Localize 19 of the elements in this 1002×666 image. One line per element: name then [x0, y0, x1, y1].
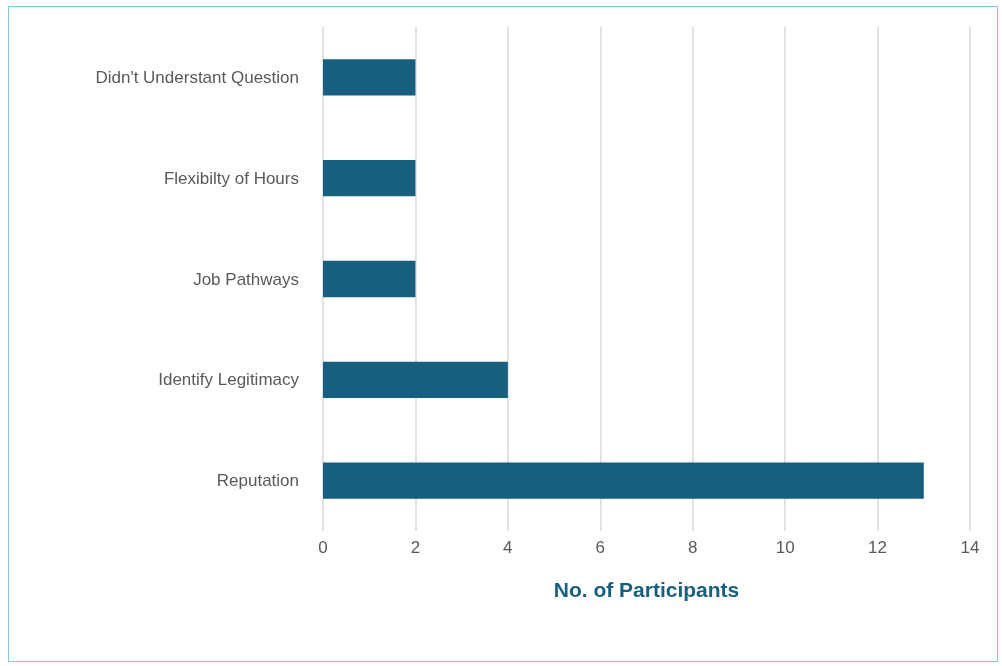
x-tick-label: 4: [503, 538, 513, 557]
bar: [323, 462, 924, 499]
x-tick-label: 6: [595, 538, 606, 557]
y-tick-label: Reputation: [216, 471, 299, 491]
bar: [323, 361, 508, 398]
bar: [323, 160, 416, 197]
x-tick-label: 10: [775, 538, 795, 557]
x-tick-label: 0: [318, 538, 328, 557]
x-tick-label: 8: [687, 538, 698, 557]
y-tick-label: Job Pathways: [193, 269, 299, 289]
x-tick-label: 12: [868, 538, 888, 557]
y-tick-label: Identify Legitimacy: [158, 370, 300, 390]
bar: [323, 59, 416, 96]
y-tick-label: Didn't Understant Question: [95, 67, 299, 87]
x-axis-title: No. of Participants: [553, 578, 740, 601]
x-tick-label: 2: [410, 538, 421, 557]
y-tick-label: Flexibilty of Hours: [163, 168, 299, 188]
bar: [323, 260, 416, 298]
x-tick-label: 14: [960, 538, 980, 557]
